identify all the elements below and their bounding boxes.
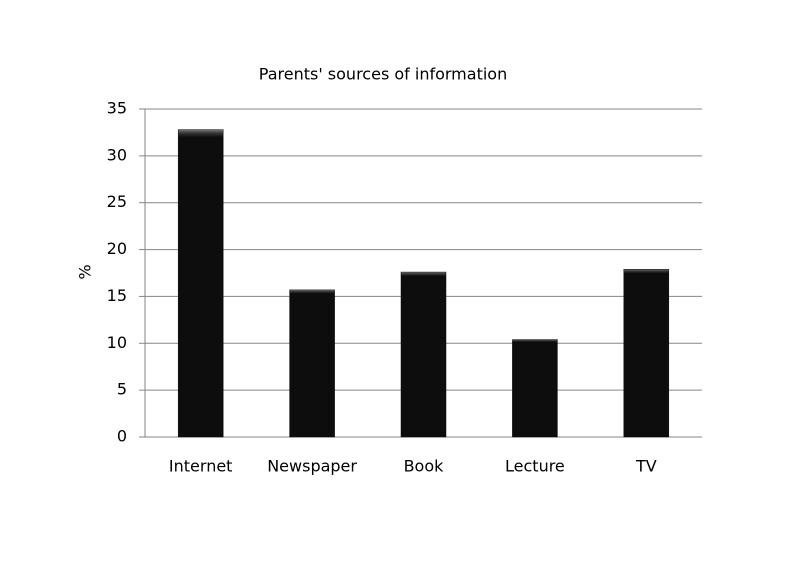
- y-tick-label: 30: [107, 145, 127, 164]
- bar: [623, 269, 670, 438]
- bar: [177, 129, 224, 438]
- x-tick-label: TV: [635, 457, 657, 476]
- bar: [400, 271, 447, 438]
- y-tick-label: 15: [107, 286, 127, 305]
- bar: [289, 289, 335, 438]
- bar: [512, 339, 558, 438]
- x-tick-label: Book: [404, 457, 445, 476]
- chart-title: Parents' sources of information: [259, 65, 507, 84]
- x-tick-label: Internet: [169, 457, 233, 476]
- x-tick-label: Lecture: [505, 457, 565, 476]
- y-tick-label: 10: [107, 333, 127, 352]
- y-tick-label: 5: [117, 380, 127, 399]
- y-tick-label: 35: [107, 99, 127, 118]
- y-tick-label: 0: [117, 427, 127, 446]
- y-axis-label: %: [76, 264, 95, 279]
- y-tick-label: 25: [107, 192, 127, 211]
- x-tick-label: Newspaper: [267, 457, 357, 476]
- y-tick-label: 20: [107, 239, 127, 258]
